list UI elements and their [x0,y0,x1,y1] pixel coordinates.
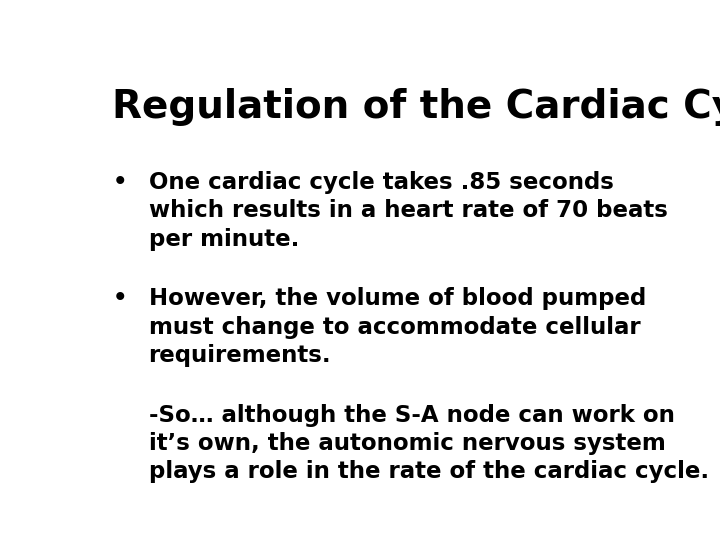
Text: However, the volume of blood pumped
must change to accommodate cellular
requirem: However, the volume of blood pumped must… [148,287,646,367]
Text: One cardiac cycle takes .85 seconds
which results in a heart rate of 70 beats
pe: One cardiac cycle takes .85 seconds whic… [148,171,667,251]
Text: Regulation of the Cardiac Cycle: Regulation of the Cardiac Cycle [112,87,720,126]
Text: •: • [112,287,127,310]
Text: •: • [112,171,127,194]
Text: -So… although the S-A node can work on
it’s own, the autonomic nervous system
pl: -So… although the S-A node can work on i… [148,404,708,483]
